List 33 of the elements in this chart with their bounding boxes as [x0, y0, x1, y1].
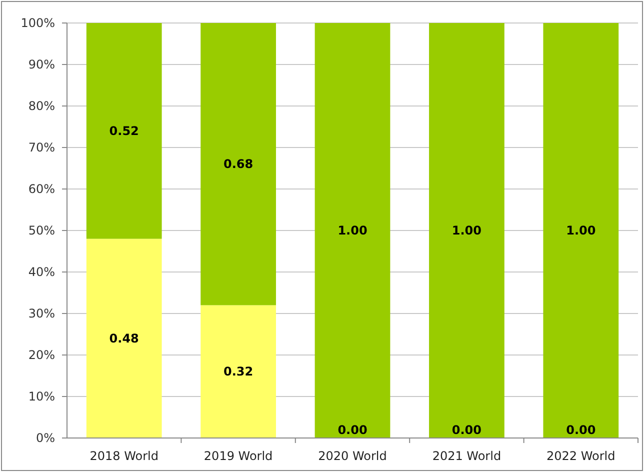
bar [86, 238, 162, 438]
x-tick-label: 2019 World [204, 449, 273, 463]
data-label: 0.68 [223, 157, 254, 172]
y-tick-label: 30% [28, 306, 55, 320]
y-tick-label: 80% [28, 99, 55, 113]
bar [429, 23, 504, 438]
y-tick-label: 70% [28, 140, 55, 154]
x-tick-label: 2018 World [90, 449, 158, 463]
x-tick-label: 2021 World [432, 449, 502, 463]
annotation: 0.00 [338, 423, 368, 437]
data-label: 0.52 [109, 124, 139, 138]
y-tick-label: 90% [28, 58, 55, 72]
y-tick-label: 60% [28, 182, 55, 196]
data-label: 0.32 [223, 364, 254, 379]
annotation: 0.00 [452, 423, 482, 437]
data-label: 1.00 [338, 224, 368, 238]
y-tick-label: 0% [36, 431, 55, 445]
y-tick-label: 20% [28, 348, 55, 362]
y-tick-label: 50% [28, 224, 55, 238]
bar [86, 23, 162, 239]
y-tick-label: 40% [28, 265, 55, 279]
y-tick-label: 100% [20, 16, 55, 30]
x-tick-label: 2022 World [546, 449, 616, 463]
bar [314, 23, 390, 438]
data-label: 0.48 [109, 331, 139, 346]
bar [200, 23, 276, 306]
data-label: 1.00 [452, 224, 482, 238]
bar [200, 305, 276, 438]
x-tick-label: 2020 World [318, 449, 387, 463]
annotation: 0.00 [566, 423, 596, 437]
bar [543, 23, 619, 438]
data-label: 1.00 [566, 224, 596, 238]
y-tick-label: 10% [28, 390, 55, 404]
